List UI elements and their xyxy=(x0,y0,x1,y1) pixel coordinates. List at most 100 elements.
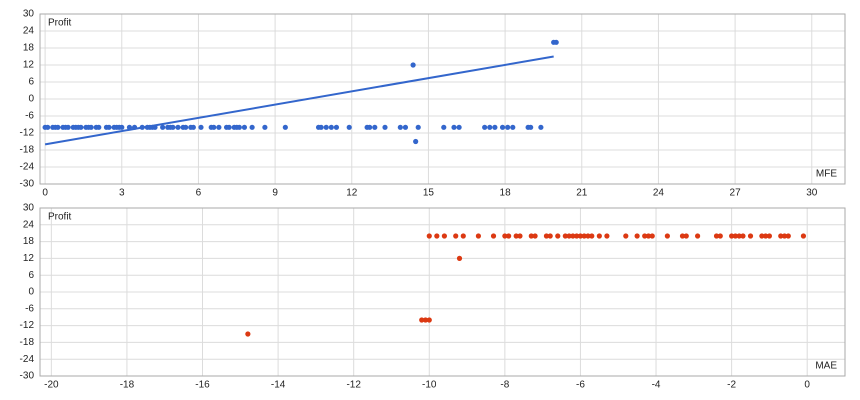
point xyxy=(413,138,419,145)
point xyxy=(367,124,373,130)
x-tick-label: -20 xyxy=(44,380,59,391)
point xyxy=(216,124,222,130)
x-tick-label: -2 xyxy=(727,380,736,391)
y-tick-label: -12 xyxy=(20,320,35,331)
point xyxy=(402,124,409,130)
point xyxy=(152,124,158,130)
y-tick-label: 0 xyxy=(28,287,34,298)
x-tick-label: 15 xyxy=(423,188,435,199)
point xyxy=(422,317,429,323)
point xyxy=(562,233,568,239)
y-tick-label: 30 xyxy=(23,203,35,214)
point xyxy=(502,233,508,239)
point xyxy=(623,233,629,239)
point xyxy=(747,233,754,239)
point xyxy=(551,39,557,45)
point xyxy=(543,233,550,239)
point xyxy=(763,233,769,239)
point xyxy=(426,233,432,239)
point xyxy=(781,233,788,239)
point xyxy=(415,124,421,130)
x-axis-label: MAE xyxy=(815,361,837,372)
point xyxy=(183,124,189,130)
x-tick-label: -12 xyxy=(346,380,361,391)
point xyxy=(506,233,512,239)
point xyxy=(441,233,447,239)
point xyxy=(555,233,561,239)
y-tick-label: 6 xyxy=(28,270,34,281)
point xyxy=(236,124,242,130)
x-tick-label: -18 xyxy=(120,380,135,391)
y-tick-label: -24 xyxy=(20,354,35,365)
x-tick-label: 12 xyxy=(346,188,358,199)
x-tick-label: 0 xyxy=(804,380,810,391)
point xyxy=(282,124,288,130)
x-tick-label: -16 xyxy=(195,380,210,391)
x-axis-label: MFE xyxy=(816,169,837,180)
x-tick-label: -10 xyxy=(422,380,437,391)
point xyxy=(318,124,324,130)
point xyxy=(642,233,648,239)
point xyxy=(732,233,738,239)
point xyxy=(499,124,506,130)
x-tick-label: 0 xyxy=(42,188,48,199)
point xyxy=(397,124,403,130)
point xyxy=(456,255,463,261)
y-tick-label: 30 xyxy=(23,9,35,20)
point xyxy=(566,233,572,239)
point xyxy=(785,233,791,239)
point xyxy=(581,233,587,239)
y-tick-label: -6 xyxy=(25,111,34,122)
point xyxy=(517,233,523,239)
point xyxy=(245,331,251,337)
point xyxy=(528,124,534,130)
point xyxy=(426,317,432,323)
x-tick-label: -4 xyxy=(652,380,661,391)
point xyxy=(346,124,352,130)
point xyxy=(528,233,534,239)
y-tick-label: -18 xyxy=(20,145,35,156)
x-tick-label: 9 xyxy=(272,188,278,199)
y-tick-label: 18 xyxy=(23,43,35,54)
point xyxy=(262,124,268,130)
point xyxy=(492,124,498,130)
point xyxy=(475,233,482,239)
y-tick-label: 0 xyxy=(28,94,34,105)
point xyxy=(649,233,655,239)
point xyxy=(505,124,511,130)
point xyxy=(717,233,723,239)
point xyxy=(778,233,784,239)
x-tick-label: 3 xyxy=(119,188,125,199)
point xyxy=(451,124,457,130)
point xyxy=(585,233,591,239)
point xyxy=(453,233,459,239)
y-tick-label: 6 xyxy=(28,77,34,88)
y-tick-label: -30 xyxy=(20,371,35,382)
point xyxy=(419,317,425,323)
plot-border xyxy=(39,207,846,377)
point xyxy=(372,124,378,130)
point xyxy=(604,233,610,239)
point xyxy=(131,124,138,130)
y-tick-label: -30 xyxy=(20,179,35,190)
point xyxy=(175,124,181,130)
x-tick-label: -14 xyxy=(271,380,286,391)
point xyxy=(736,233,742,239)
point xyxy=(78,124,84,130)
point xyxy=(410,62,416,68)
point xyxy=(577,233,584,239)
point xyxy=(513,233,519,239)
x-tick-label: 21 xyxy=(576,188,588,199)
y-axis-label: Profit xyxy=(48,18,72,29)
point xyxy=(139,124,145,130)
point xyxy=(241,124,248,130)
point xyxy=(510,124,516,130)
plot-border xyxy=(39,13,846,185)
y-tick-label: 24 xyxy=(23,26,35,37)
point xyxy=(323,124,329,130)
x-tick-label: 27 xyxy=(730,188,742,199)
point xyxy=(45,124,51,130)
point xyxy=(740,233,746,239)
